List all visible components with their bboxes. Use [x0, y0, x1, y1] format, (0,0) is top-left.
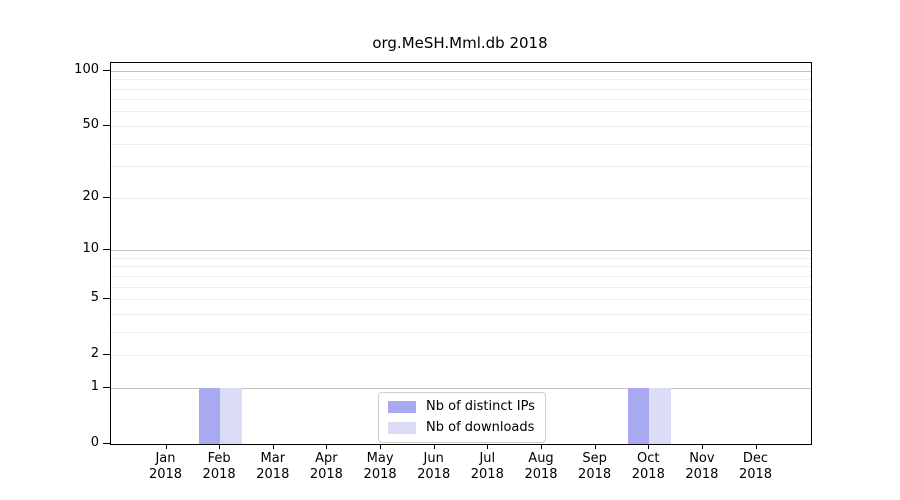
- gridline-50: [111, 125, 811, 127]
- gridline-10: [111, 250, 811, 251]
- gridline-70: [111, 99, 811, 101]
- x-tick-Apr: [326, 444, 328, 449]
- gridline-3: [111, 331, 811, 333]
- y-tick-label-100: 100: [74, 61, 99, 77]
- gridline-4: [111, 313, 811, 315]
- gridline-100: [111, 70, 811, 72]
- bar-Oct-nb-of-distinct-ips: [627, 387, 650, 444]
- x-tick-label-Aug: Aug 2018: [524, 451, 558, 482]
- x-tick-label-Oct: Oct 2018: [631, 451, 665, 482]
- y-tick-label-2: 2: [90, 346, 99, 362]
- bar-Feb-nb-of-distinct-ips: [198, 387, 221, 444]
- y-tick-label-10: 10: [82, 241, 99, 256]
- chart-title: org.MeSH.Mml.db 2018: [372, 34, 548, 52]
- gridline-8: [111, 266, 811, 268]
- x-tick-Jul: [487, 444, 489, 449]
- gridline-6: [111, 286, 811, 288]
- gridline-5: [111, 299, 811, 300]
- x-tick-Sep: [594, 444, 596, 449]
- x-tick-Aug: [541, 444, 542, 449]
- x-tick-May: [380, 444, 382, 449]
- legend-item-downloads: Nb of downloads: [388, 419, 535, 436]
- x-tick-label-Jul: Jul 2018: [470, 451, 504, 482]
- y-tick-20: [103, 196, 110, 198]
- y-tick-label-0: 0: [90, 435, 99, 450]
- y-tick-label-50: 50: [82, 116, 99, 132]
- gridline-7: [111, 275, 811, 277]
- x-tick-Jan: [165, 444, 167, 449]
- y-tick-10: [103, 249, 110, 250]
- y-tick-label-5: 5: [90, 290, 99, 305]
- gridline-20: [111, 197, 811, 199]
- x-tick-label-Nov: Nov 2018: [685, 451, 719, 482]
- gridline-60: [111, 111, 811, 113]
- y-tick-0: [103, 443, 110, 444]
- x-tick-Nov: [701, 444, 703, 449]
- x-tick-Feb: [219, 444, 221, 449]
- gridline-9: [111, 257, 811, 259]
- legend-item-distinct-ips: Nb of distinct IPs: [388, 398, 535, 415]
- gridline-1: [111, 387, 811, 389]
- gridline-90: [111, 79, 811, 81]
- gridline-40: [111, 143, 811, 145]
- x-tick-label-Dec: Dec 2018: [738, 451, 773, 482]
- plot-area: [110, 62, 812, 445]
- gridline-30: [111, 166, 811, 168]
- x-tick-Mar: [272, 444, 274, 449]
- legend-label-distinct-ips: Nb of distinct IPs: [426, 399, 535, 414]
- gridline-2: [111, 355, 811, 357]
- gridline-80: [111, 88, 811, 90]
- y-tick-2: [103, 354, 110, 356]
- x-tick-label-May: May 2018: [363, 451, 397, 482]
- x-tick-label-Jan: Jan 2018: [148, 451, 183, 482]
- x-tick-label-Sep: Sep 2018: [578, 451, 612, 482]
- x-tick-Oct: [648, 444, 650, 449]
- legend-label-downloads: Nb of downloads: [426, 420, 535, 435]
- y-tick-label-1: 1: [90, 378, 99, 394]
- x-tick-label-Apr: Apr 2018: [309, 451, 343, 482]
- y-tick-100: [103, 69, 110, 71]
- x-tick-label-Jun: Jun 2018: [417, 451, 451, 482]
- y-tick-5: [103, 298, 110, 299]
- legend-swatch-distinct-ips: [388, 400, 416, 413]
- y-tick-1: [103, 386, 110, 388]
- y-tick-label-20: 20: [82, 188, 99, 204]
- x-tick-Dec: [755, 444, 757, 449]
- legend-swatch-downloads: [388, 421, 416, 434]
- bar-Oct-nb-of-downloads: [649, 387, 671, 444]
- x-tick-label-Mar: Mar 2018: [256, 451, 290, 482]
- x-tick-label-Feb: Feb 2018: [202, 451, 236, 482]
- bar-Feb-nb-of-downloads: [220, 387, 242, 444]
- x-tick-Jun: [433, 444, 435, 449]
- y-tick-50: [103, 124, 110, 126]
- legend: Nb of distinct IPs Nb of downloads: [378, 392, 546, 443]
